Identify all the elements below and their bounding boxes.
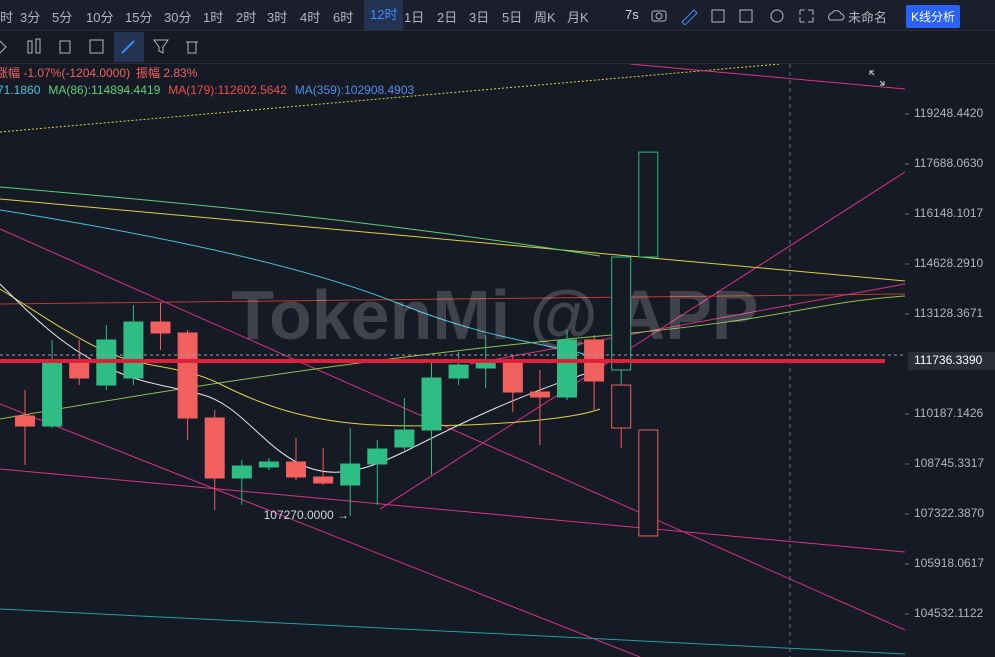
candle-body [638, 429, 659, 537]
y-tick-label: 107322.3870 [914, 506, 984, 520]
interval-tab[interactable]: 2时 [236, 10, 257, 25]
tool-icons [0, 32, 198, 62]
amplitude-info: 振幅 2.83% [136, 65, 198, 80]
interval-tab[interactable]: 2日 [437, 10, 458, 25]
candle-body [150, 321, 171, 334]
candle-body [258, 461, 279, 468]
y-tick-label: 114628.2910 [914, 256, 984, 270]
y-tick-label: 108745.3317 [914, 456, 984, 470]
y-tick-label: 116148.1017 [914, 206, 984, 220]
refresh-timer[interactable]: 7s [625, 7, 639, 22]
toolbar-icons [651, 9, 845, 25]
interval-tab[interactable]: 1日 [404, 10, 425, 25]
drawing-tools [0, 31, 995, 64]
candle-body [638, 151, 659, 258]
candle-body [42, 359, 63, 427]
candle-body [502, 361, 523, 393]
interval-tab[interactable]: 1时 [203, 10, 224, 25]
candle-body [313, 476, 334, 484]
ma-legend: MA(179):112602.5642 [168, 83, 287, 97]
interval-tab[interactable]: 12时 [364, 0, 404, 30]
low-annotation: 107270.0000 → [264, 508, 349, 522]
interval-tab[interactable]: 3分 [20, 10, 41, 25]
y-tick-label: 119248.4420 [914, 106, 984, 120]
trend-lines [0, 64, 906, 657]
interval-tab[interactable]: 月K [567, 10, 589, 25]
candle-body [611, 256, 632, 371]
candle-body [204, 417, 225, 479]
candle-body [557, 339, 577, 398]
y-tick-label: 110187.1426 [914, 406, 984, 420]
chart: TokenMi @ APP 涨幅 -1.07%(-1204.0000) 振幅 2… [0, 64, 995, 657]
watermark: TokenMi @ APP [231, 276, 758, 354]
ma-legend: 71.1860 [0, 83, 41, 97]
candle-body [529, 391, 550, 398]
candle-body [611, 384, 632, 429]
candle-body [367, 448, 388, 465]
candle-body [421, 377, 442, 431]
interval-bar: 7s 未命名 K线分析 时 3分 5分 10分 15分 30分 1时 2时 3时 4时 6时 12时 1… [0, 0, 995, 31]
y-tick-label: 117688.0630 [914, 156, 984, 170]
y-tick-label: 113128.3671 [914, 306, 984, 320]
interval-tab[interactable]: 30分 [164, 10, 192, 25]
candle-body [177, 332, 198, 419]
layout-name[interactable]: 未命名 [848, 10, 888, 25]
interval-tab[interactable]: 3日 [469, 10, 490, 25]
change-info: 涨幅 -1.07%(-1204.0000) [0, 65, 130, 80]
interval-tab[interactable]: 6时 [333, 10, 354, 25]
y-tick-label: 104532.1122 [914, 606, 984, 620]
expand-icon[interactable] [869, 70, 885, 86]
candle-body [123, 321, 144, 379]
candle-body [448, 364, 469, 379]
current-price-box [908, 351, 995, 370]
interval-tab[interactable]: 15分 [125, 10, 153, 25]
analysis-button[interactable]: K线分析 [906, 5, 961, 28]
ma-legend: MA(359):102908.4903 [295, 83, 415, 97]
current-price-label: 111736.3390 [914, 353, 983, 367]
candle-body [231, 465, 252, 479]
y-tick-label: 105918.0617 [914, 556, 984, 570]
candle-body [286, 461, 306, 478]
interval-tab[interactable]: 5分 [52, 10, 73, 25]
interval-tab[interactable]: 时 [0, 10, 14, 25]
interval-tab[interactable]: 周K [534, 10, 556, 25]
interval-tab[interactable]: 10分 [86, 10, 114, 25]
interval-tab[interactable]: 5日 [502, 10, 523, 25]
ma-legend: MA(86):114894.4419 [48, 83, 160, 97]
interval-tab[interactable]: 4时 [300, 10, 321, 25]
candle-body [394, 429, 415, 448]
candle-body [340, 463, 361, 486]
interval-tab[interactable]: 3时 [267, 10, 288, 25]
candle-body [15, 415, 35, 427]
